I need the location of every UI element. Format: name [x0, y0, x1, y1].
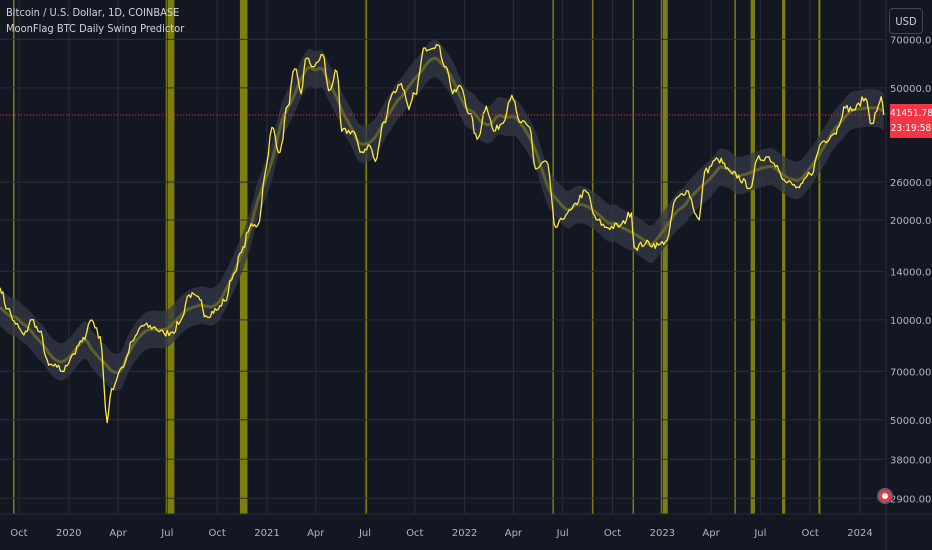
bar-countdown: 23:19:58	[890, 122, 932, 134]
time-tick-label: 2024	[847, 528, 872, 539]
signal-bar	[660, 0, 668, 514]
time-tick-label: Apr	[702, 528, 720, 539]
gear-icon[interactable]	[877, 488, 893, 504]
currency-button[interactable]: USD	[889, 8, 923, 34]
price-tick-label: 14000.00	[890, 267, 932, 278]
signal-bar	[750, 0, 755, 514]
time-tick-label: Jul	[556, 528, 569, 539]
time-tick-label: 2023	[650, 528, 675, 539]
signal-bar	[165, 0, 175, 514]
price-tick-label: 70000.00	[890, 35, 932, 46]
time-tick-label: Jul	[160, 528, 173, 539]
time-tick-label: Oct	[604, 528, 621, 539]
prediction-band-area	[0, 39, 884, 392]
time-tick-label: Oct	[406, 528, 423, 539]
grid	[0, 0, 886, 514]
symbol-title[interactable]: Bitcoin / U.S. Dollar, 1D, COINBASE	[6, 6, 180, 19]
last-price-value: 41451.78	[890, 107, 932, 119]
time-tick-label: Jul	[753, 528, 766, 539]
time-tick-label: 2022	[452, 528, 477, 539]
price-tick-label: 10000.00	[890, 316, 932, 327]
price-axis[interactable]: 70000.00 50000.00 26000.00 20000.00 14000.00…	[885, 0, 932, 550]
time-tick-label: Jul	[358, 528, 371, 539]
signal-bar	[818, 0, 821, 514]
signal-bar	[591, 0, 594, 514]
signal-bar	[552, 0, 554, 514]
signal-bar	[365, 0, 368, 514]
price-tick-label: 20000.00	[890, 216, 932, 227]
price-tick-label: 7000.00	[890, 367, 931, 378]
signal-bar	[12, 0, 15, 514]
time-tick-label: Apr	[109, 528, 127, 539]
time-tick-label: Oct	[209, 528, 226, 539]
last-price-badge: 41451.78 23:19:58	[890, 103, 932, 138]
price-line	[0, 43, 885, 424]
time-tick-label: Oct	[10, 528, 27, 539]
chart-legend: Bitcoin / U.S. Dollar, 1D, COINBASE Moon…	[6, 5, 184, 37]
price-tick-label: 50000.00	[890, 84, 932, 95]
signal-bar	[734, 0, 736, 514]
price-tick-label: 3800.00	[890, 455, 931, 466]
time-tick-label: Apr	[505, 528, 523, 539]
indicator-title[interactable]: MoonFlag BTC Daily Swing Predictor	[6, 22, 185, 35]
time-tick-label: 2021	[254, 528, 279, 539]
price-tick-label: 26000.00	[890, 178, 932, 189]
time-tick-label: Oct	[802, 528, 819, 539]
time-axis[interactable]: Oct 2020 Apr Jul Oct 2021 Apr Jul Oct 2022 Apr Jul O…	[0, 513, 932, 539]
price-tick-label: 5000.00	[890, 416, 931, 427]
time-tick-label: Apr	[307, 528, 325, 539]
price-tick-label: 2900.00	[890, 494, 931, 505]
price-series	[0, 43, 885, 424]
time-tick-label: 2020	[56, 528, 81, 539]
signal-bar	[782, 0, 786, 514]
signal-bar	[632, 0, 635, 514]
